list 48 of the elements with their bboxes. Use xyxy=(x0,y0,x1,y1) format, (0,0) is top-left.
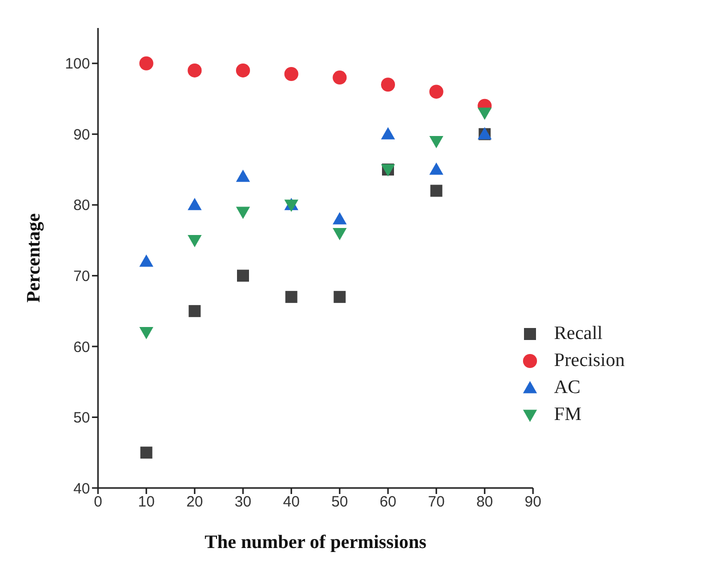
point xyxy=(139,327,154,340)
y-tick-label: 40 xyxy=(73,480,90,498)
y-tick-label: 50 xyxy=(73,410,90,427)
y-tick-label: 70 xyxy=(73,268,90,286)
point xyxy=(332,228,347,240)
point xyxy=(332,212,347,224)
point xyxy=(478,108,492,120)
y-tick-label: 80 xyxy=(73,197,90,214)
legend-label: Recall xyxy=(554,322,603,344)
y-tick-label: 90 xyxy=(73,126,90,144)
point xyxy=(430,184,442,197)
point xyxy=(139,56,154,70)
point xyxy=(188,198,202,210)
point xyxy=(188,305,201,318)
point xyxy=(188,235,202,248)
point xyxy=(236,170,250,182)
x-tick-label: 70 xyxy=(428,494,445,511)
legend-label: AC xyxy=(554,376,580,398)
point xyxy=(381,78,395,92)
x-tick-label: 0 xyxy=(94,494,102,511)
y-axis-title: Percentage xyxy=(24,213,45,303)
point xyxy=(237,270,249,282)
point xyxy=(381,127,395,140)
point xyxy=(285,290,298,303)
y-tick-label: 60 xyxy=(73,338,90,356)
point xyxy=(429,84,444,99)
y-tick-label: 100 xyxy=(64,56,90,73)
point xyxy=(188,63,202,78)
point xyxy=(236,206,250,219)
point xyxy=(236,63,250,78)
x-tick-label: 40 xyxy=(282,494,300,511)
x-tick-label: 30 xyxy=(234,494,252,511)
x-tick-label: 90 xyxy=(524,494,542,511)
x-tick-label: 80 xyxy=(476,494,494,511)
point xyxy=(334,290,346,303)
legend-label: FM xyxy=(554,404,582,426)
x-axis-title: The number of permissions xyxy=(204,532,426,553)
x-tick-label: 60 xyxy=(380,494,396,511)
legend-label: Precision xyxy=(554,350,625,372)
point xyxy=(140,446,152,459)
point xyxy=(429,162,444,175)
point xyxy=(284,67,298,81)
x-tick-label: 50 xyxy=(331,494,348,511)
point xyxy=(139,254,154,267)
point xyxy=(332,70,347,85)
point xyxy=(429,136,444,148)
x-tick-label: 10 xyxy=(138,494,155,511)
x-tick-label: 20 xyxy=(186,494,204,511)
